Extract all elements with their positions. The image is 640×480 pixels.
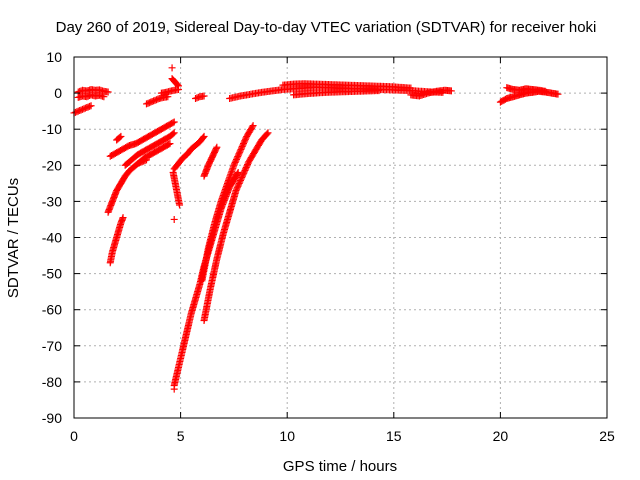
data-point	[116, 133, 124, 141]
data-point	[200, 132, 208, 140]
data-point	[170, 385, 178, 393]
data-point	[233, 170, 241, 178]
data-point	[119, 214, 127, 222]
x-tick-label: 5	[177, 428, 185, 444]
data-point	[165, 140, 173, 148]
axis-ticks: 10 0 -10 -20 -30 -40 -50 -60 -70 -80 -90 0 5 10 15 20 25	[42, 49, 615, 444]
data-point	[170, 129, 178, 137]
data-point	[375, 87, 383, 95]
data-point	[170, 215, 178, 223]
data-point	[117, 132, 125, 140]
y-tick-label: -40	[42, 230, 62, 246]
data-point	[174, 82, 182, 90]
grid-lines	[74, 57, 607, 418]
y-tick-label: -30	[42, 193, 62, 209]
data-point	[447, 87, 455, 95]
y-tick-label: -70	[42, 338, 62, 354]
data-point	[263, 130, 271, 138]
data-point	[174, 81, 182, 89]
data-point	[166, 140, 174, 148]
data-point	[87, 102, 95, 110]
data-point	[264, 129, 272, 137]
x-tick-label: 0	[70, 428, 78, 444]
x-tick-label: 20	[493, 428, 509, 444]
x-tick-label: 25	[599, 428, 615, 444]
data-point	[169, 119, 177, 127]
data-point	[213, 143, 221, 151]
x-tick-label: 10	[279, 428, 295, 444]
y-tick-label: -20	[42, 157, 62, 173]
y-tick-label: 10	[46, 49, 62, 65]
data-point	[249, 122, 257, 130]
data-point	[541, 87, 549, 95]
data-point	[100, 93, 108, 101]
data-point	[212, 145, 220, 153]
data-point	[407, 84, 415, 92]
data-point	[199, 134, 207, 142]
y-tick-label: -10	[42, 121, 62, 137]
y-tick-label: -90	[42, 410, 62, 426]
data-point	[104, 88, 112, 96]
data-point	[86, 102, 94, 110]
y-tick-label: 0	[54, 85, 62, 101]
data-point	[234, 169, 242, 177]
data-point	[170, 118, 178, 126]
x-axis-label: GPS time / hours	[283, 458, 397, 475]
y-tick-label: -80	[42, 374, 62, 390]
data-point	[554, 90, 562, 98]
y-tick-label: -50	[42, 266, 62, 282]
data-point	[164, 93, 172, 101]
y-axis-label: SDTVAR / TECUs	[5, 178, 22, 298]
data-point	[168, 64, 176, 72]
data-point	[169, 130, 177, 138]
data-point	[200, 92, 208, 100]
data-points	[70, 64, 562, 393]
data-point	[248, 123, 256, 131]
x-tick-label: 15	[386, 428, 402, 444]
y-tick-label: -60	[42, 302, 62, 318]
chart-title: Day 260 of 2019, Sidereal Day-to-day VTE…	[56, 19, 597, 36]
data-point	[176, 201, 184, 209]
